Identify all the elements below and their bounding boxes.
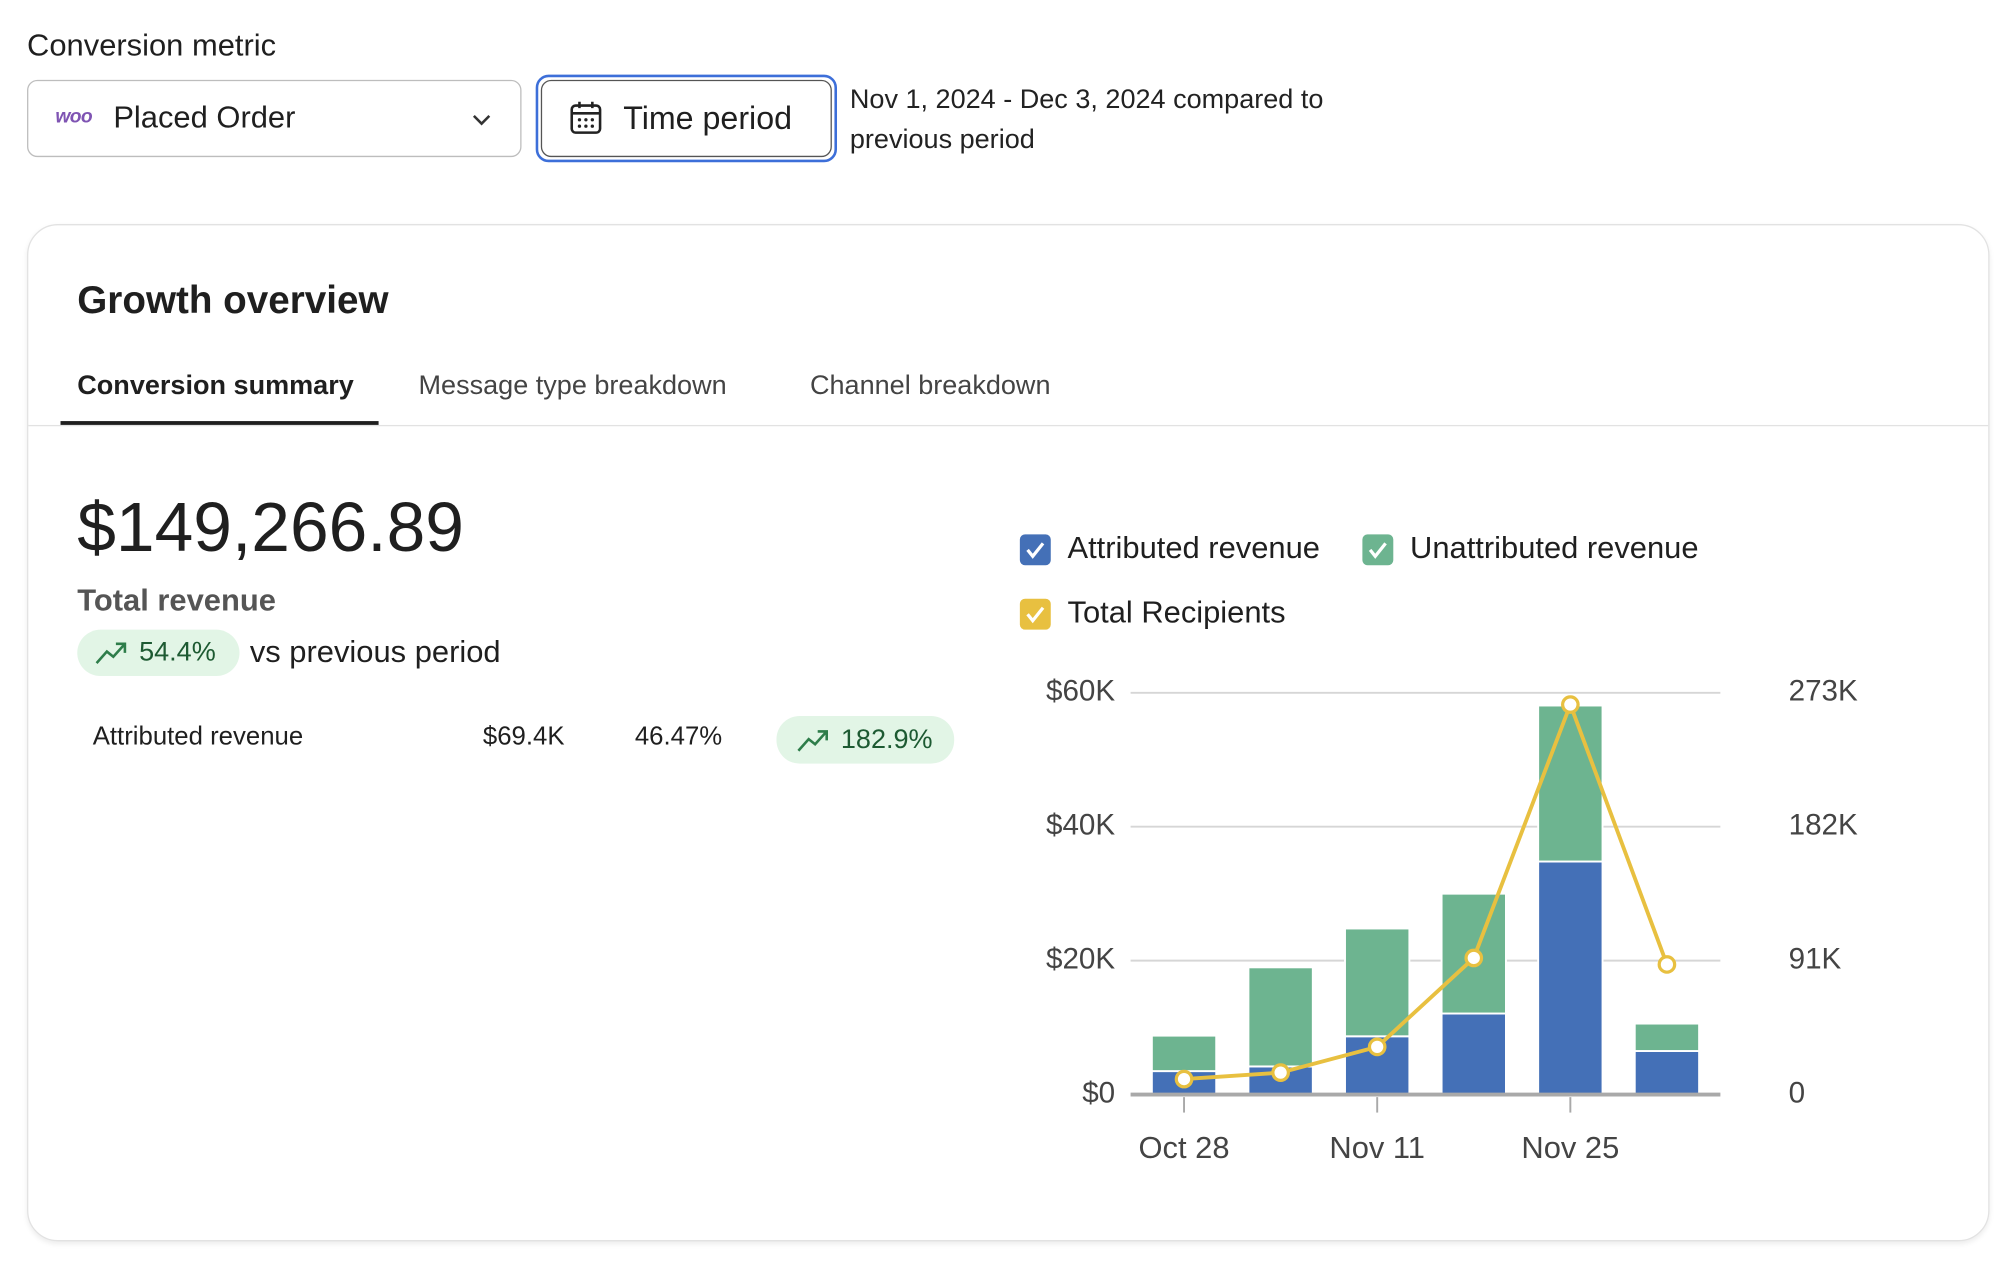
metric-select[interactable]: woo Placed Order (27, 79, 522, 158)
y-tick-label: $40K (1046, 809, 1115, 842)
metric-label: Conversion metric (27, 28, 277, 64)
tab-divider (28, 424, 1989, 427)
legend-checkbox[interactable] (1362, 534, 1394, 566)
chevron (472, 114, 491, 126)
date-range: Nov 1, 2024 - Dec 3, 2024 compared to pr… (849, 84, 1324, 155)
check-mark (1026, 606, 1045, 624)
bar-segment (1633, 1022, 1701, 1052)
line-point (1174, 1069, 1194, 1089)
bar-segment (1344, 927, 1411, 1038)
bar-segment (1537, 860, 1604, 1096)
legend-label: Attributed revenue (1068, 530, 1320, 565)
line (1183, 699, 1669, 1082)
y-tick-label: $0 (1082, 1076, 1115, 1109)
time-period-button[interactable]: Time period (535, 74, 838, 163)
change-badge: 54.4% (77, 629, 240, 677)
line-point (1657, 955, 1677, 974)
tab-underline (60, 421, 379, 425)
row-share: 46.47% (634, 722, 723, 751)
woo-logo: woo (55, 105, 93, 128)
y2-tick-label: 91K (1789, 942, 1842, 975)
change-value: 54.4% (139, 637, 216, 668)
legend-checkbox[interactable] (1019, 534, 1051, 566)
tab[interactable]: Conversion summary (77, 370, 354, 401)
row-amount: $69.4K (482, 722, 565, 751)
row-change: 182.9% (840, 724, 933, 754)
metric-value: Placed Order (113, 100, 296, 136)
y2-tick-label: 0 (1789, 1076, 1805, 1109)
calendar-icon (570, 101, 602, 134)
total-value: $149,266.89 (77, 489, 464, 567)
bar-segment (1150, 1034, 1218, 1073)
legend-checkbox[interactable] (1019, 598, 1051, 630)
x-tick-label: Oct 28 (1139, 1130, 1230, 1165)
line-point (1367, 1037, 1387, 1057)
bar-segment (1247, 966, 1314, 1068)
y2-tick-label: 182K (1789, 809, 1858, 842)
y-tick-label: $20K (1046, 942, 1115, 975)
button-label: Time period (623, 100, 793, 137)
line-point (1464, 948, 1484, 968)
button-inner (540, 79, 832, 158)
x-tick-label: Nov 25 (1521, 1130, 1619, 1165)
tab[interactable]: Channel breakdown (809, 370, 1051, 401)
x-tick-label: Nov 11 (1329, 1130, 1425, 1165)
total-label: Total revenue (77, 583, 276, 619)
bar-segment (1537, 704, 1604, 863)
trend-icon (95, 642, 127, 665)
row-change-badge: 182.9% (776, 715, 955, 764)
card-title: Growth overview (77, 279, 389, 322)
line-point (1271, 1063, 1290, 1082)
bar-segment (1633, 1050, 1701, 1096)
check-mark (1368, 542, 1387, 559)
legend-label: Total Recipients (1068, 594, 1286, 629)
change-text: vs previous period (249, 634, 501, 670)
row-name: Attributed revenue (92, 722, 304, 751)
check-mark (1026, 542, 1045, 559)
tab[interactable]: Message type breakdown (418, 370, 727, 401)
line-point (1561, 695, 1580, 714)
bar-segment (1440, 1012, 1507, 1096)
trend-icon (797, 729, 828, 751)
y-tick-label: $60K (1046, 675, 1115, 708)
y2-tick-label: 273K (1789, 675, 1858, 708)
legend-label: Unattributed revenue (1410, 530, 1698, 565)
